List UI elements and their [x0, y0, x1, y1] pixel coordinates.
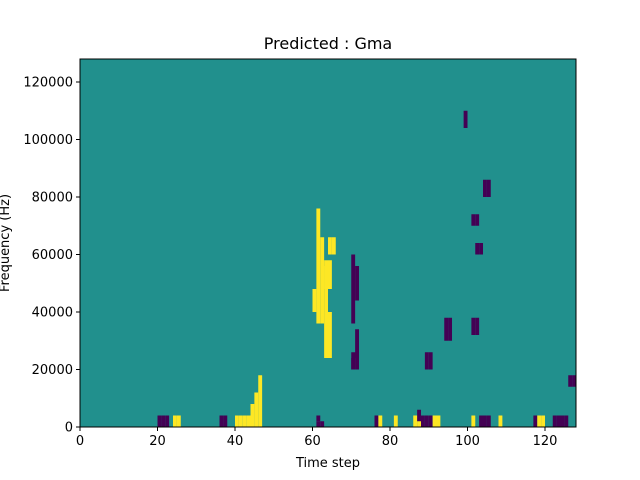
- heatmap-cell: [173, 415, 177, 427]
- heatmap-cell: [219, 415, 224, 427]
- x-tick-label: 60: [304, 434, 321, 449]
- heatmap-cell: [479, 243, 484, 255]
- heatmap-cells: [157, 110, 577, 427]
- heatmap-cell: [254, 392, 259, 427]
- heatmap-cell: [568, 375, 573, 387]
- x-axis: 0 20 40 60 80 100 120: [76, 427, 558, 449]
- heatmap-cell: [242, 415, 247, 427]
- heatmap-cell: [331, 237, 336, 255]
- heatmap-cell: [324, 260, 329, 289]
- heatmap-cell: [246, 415, 251, 427]
- heatmap-cell: [328, 312, 332, 358]
- heatmap-cell: [355, 352, 360, 370]
- heatmap-cell: [432, 415, 437, 427]
- heatmap-cell: [235, 415, 239, 427]
- heatmap-cell: [413, 415, 418, 427]
- heatmap-cell: [355, 329, 360, 358]
- y-tick-label: 40000: [32, 306, 73, 321]
- x-tick-label: 120: [533, 434, 558, 449]
- heatmap-cell: [483, 179, 487, 197]
- heatmap-cell: [475, 214, 480, 226]
- heatmap-cell: [471, 415, 476, 427]
- y-axis-label: Frequency (Hz): [0, 194, 13, 292]
- heatmap-cell: [417, 409, 422, 422]
- heatmap-cell: [312, 289, 317, 312]
- x-tick-label: 80: [382, 434, 399, 449]
- heatmap-cell: [428, 415, 433, 427]
- heatmap-cell: [355, 266, 360, 301]
- heatmap-cell: [572, 375, 577, 387]
- heatmap-cell: [479, 415, 484, 427]
- x-axis-label: Time step: [295, 456, 360, 471]
- heatmap-cell: [328, 237, 332, 255]
- heatmap-cell: [320, 237, 325, 324]
- y-tick-label: 120000: [23, 76, 73, 91]
- heatmap-cell: [223, 415, 228, 427]
- heatmap-cell: [541, 415, 546, 427]
- heatmap-cell: [316, 421, 321, 427]
- plot-area: [79, 58, 577, 428]
- heatmap-cell: [351, 254, 356, 324]
- heatmap-cell: [424, 352, 429, 370]
- x-tick-label: 100: [455, 434, 480, 449]
- heatmap-cell: [324, 266, 329, 358]
- heatmap-cell: [533, 415, 538, 427]
- heatmap-cell: [238, 415, 243, 427]
- heatmap-cell: [316, 208, 321, 324]
- heatmap-cell: [448, 317, 453, 341]
- heatmap-cell: [444, 317, 449, 341]
- heatmap-cell: [483, 415, 487, 427]
- x-tick-label: 20: [149, 434, 166, 449]
- x-tick-label: 0: [76, 434, 84, 449]
- heatmap-cell: [250, 404, 255, 427]
- y-axis: 0 20000 40000 60000 80000 100000 120000: [23, 76, 80, 436]
- heatmap-cell: [320, 421, 325, 427]
- heatmap-cell: [316, 415, 321, 422]
- heatmap-cell: [428, 352, 433, 370]
- heatmap-cell: [165, 415, 170, 427]
- heatmap-cell: [258, 375, 263, 427]
- x-tick-label: 40: [227, 434, 244, 449]
- heatmap-cell: [537, 415, 542, 427]
- heatmap-cell: [351, 358, 356, 370]
- plot-frame: [79, 58, 577, 428]
- heatmap-cell: [157, 415, 162, 427]
- heatmap-cell: [176, 415, 181, 427]
- heatmap-cell: [486, 415, 491, 427]
- heatmap-cell: [486, 179, 491, 197]
- heatmap-cell: [560, 415, 565, 427]
- heatmap-cell: [556, 415, 561, 427]
- heatmap-cell: [421, 415, 425, 427]
- heatmap-cell: [161, 415, 166, 427]
- heatmap-cell: [393, 415, 398, 427]
- heatmap-cell: [471, 214, 476, 226]
- heatmap-cell: [424, 415, 429, 427]
- y-tick-label: 20000: [32, 363, 73, 378]
- heatmap-cell: [463, 110, 468, 128]
- chart-title: Predicted : Gma: [264, 34, 392, 53]
- heatmap-cell: [498, 415, 503, 427]
- y-tick-label: 60000: [32, 248, 73, 263]
- y-tick-label: 100000: [23, 133, 73, 148]
- heatmap-cell: [475, 243, 480, 255]
- heatmap-cell: [475, 317, 480, 335]
- y-tick-label: 80000: [32, 191, 73, 206]
- heatmap-cell: [471, 317, 476, 335]
- heatmap-cell: [436, 415, 441, 427]
- heatmap-cell: [552, 415, 557, 427]
- heatmap-cell: [564, 415, 569, 427]
- y-tick-label: 0: [65, 421, 73, 436]
- heatmap-cell: [374, 415, 379, 427]
- heatmap-cell: [328, 260, 332, 289]
- heatmap-cell: [378, 415, 383, 427]
